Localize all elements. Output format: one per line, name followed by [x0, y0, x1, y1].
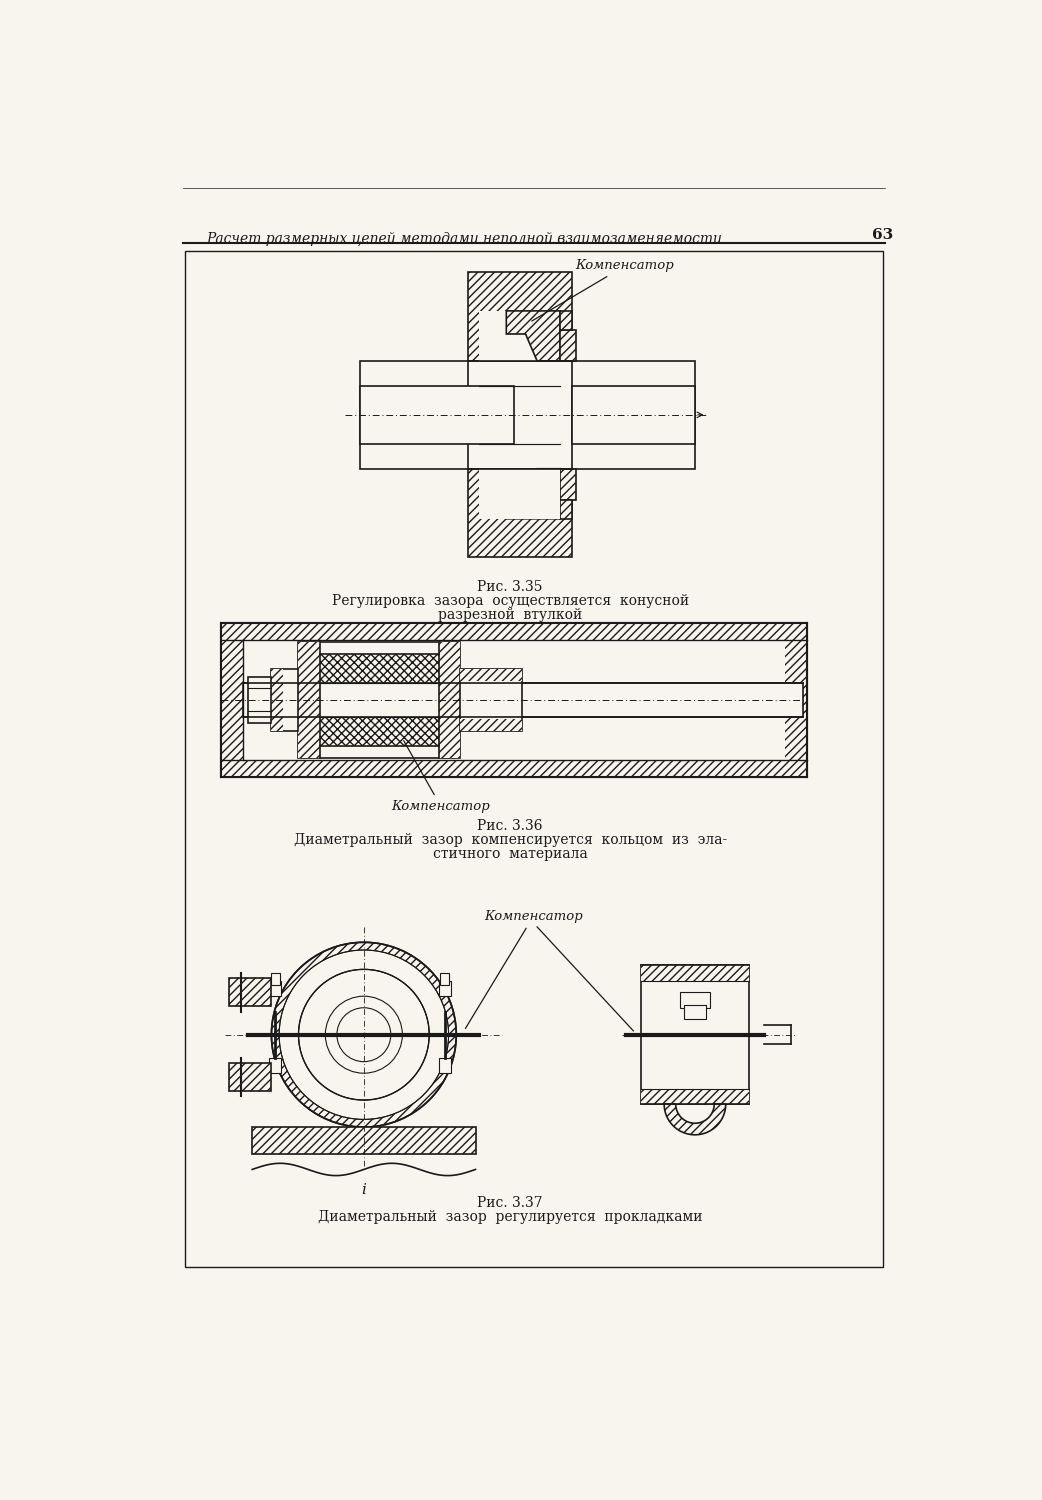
- Text: Компенсатор: Компенсатор: [466, 910, 582, 1029]
- Bar: [221, 622, 807, 777]
- Polygon shape: [272, 1035, 456, 1126]
- Bar: [572, 386, 695, 444]
- Bar: [572, 362, 695, 468]
- Bar: [221, 760, 807, 777]
- Text: i: i: [362, 1184, 367, 1197]
- Text: Расчет размерных цепей методами неполной взаимозаменяемости: Расчет размерных цепей методами неполной…: [206, 232, 722, 246]
- Circle shape: [337, 1008, 391, 1062]
- Bar: [641, 1089, 749, 1104]
- Bar: [561, 500, 572, 519]
- Text: Диаметральный  зазор  регулируется  прокладками: Диаметральный зазор регулируется проклад…: [318, 1210, 702, 1224]
- Polygon shape: [279, 950, 448, 1035]
- Bar: [298, 642, 461, 758]
- Bar: [641, 1035, 749, 1104]
- Bar: [272, 669, 283, 730]
- Polygon shape: [279, 1035, 448, 1119]
- Bar: [271, 974, 280, 984]
- Text: Рис. 3.36: Рис. 3.36: [477, 819, 543, 833]
- Text: Компенсатор: Компенсатор: [392, 741, 490, 813]
- Bar: [252, 1126, 475, 1154]
- Text: Рис. 3.37: Рис. 3.37: [477, 1197, 543, 1210]
- Text: Рис. 3.35: Рис. 3.35: [477, 580, 543, 594]
- Bar: [679, 993, 711, 1008]
- Bar: [248, 676, 272, 723]
- Bar: [461, 669, 522, 681]
- Polygon shape: [664, 1104, 726, 1136]
- Bar: [298, 642, 320, 758]
- Text: Компенсатор: Компенсатор: [531, 260, 674, 321]
- Polygon shape: [506, 310, 561, 362]
- Bar: [439, 1058, 451, 1072]
- Bar: [229, 1064, 272, 1090]
- Bar: [359, 362, 468, 468]
- Bar: [479, 468, 561, 519]
- Bar: [229, 978, 272, 1006]
- Text: стичного  материала: стичного материала: [432, 847, 588, 861]
- Bar: [468, 273, 572, 362]
- Bar: [785, 622, 807, 777]
- Polygon shape: [506, 468, 561, 519]
- Text: Регулировка  зазора  осуществляется  конусной: Регулировка зазора осуществляется конусн…: [331, 594, 689, 609]
- Bar: [561, 330, 575, 362]
- Text: разрезной  втулкой: разрезной втулкой: [438, 608, 582, 622]
- Bar: [439, 642, 461, 758]
- Bar: [461, 669, 522, 730]
- Bar: [320, 654, 439, 746]
- Bar: [320, 717, 439, 746]
- Bar: [269, 1058, 281, 1072]
- Bar: [561, 310, 572, 330]
- Bar: [272, 669, 298, 730]
- Bar: [440, 974, 449, 984]
- Bar: [461, 718, 522, 730]
- Bar: [269, 981, 281, 996]
- Polygon shape: [272, 942, 456, 1035]
- Bar: [221, 622, 243, 777]
- Circle shape: [325, 996, 402, 1072]
- Text: Диаметральный  зазор  компенсируется  кольцом  из  эла-: Диаметральный зазор компенсируется кольц…: [294, 833, 726, 848]
- Bar: [359, 386, 514, 444]
- Bar: [641, 966, 749, 1035]
- Bar: [561, 468, 575, 500]
- Bar: [185, 251, 883, 1268]
- Bar: [479, 310, 561, 362]
- Bar: [221, 622, 807, 639]
- Text: 63: 63: [872, 228, 893, 242]
- Bar: [641, 966, 749, 981]
- Bar: [439, 981, 451, 996]
- Bar: [320, 654, 439, 682]
- Bar: [243, 682, 802, 717]
- Bar: [685, 1005, 705, 1020]
- Bar: [468, 468, 572, 558]
